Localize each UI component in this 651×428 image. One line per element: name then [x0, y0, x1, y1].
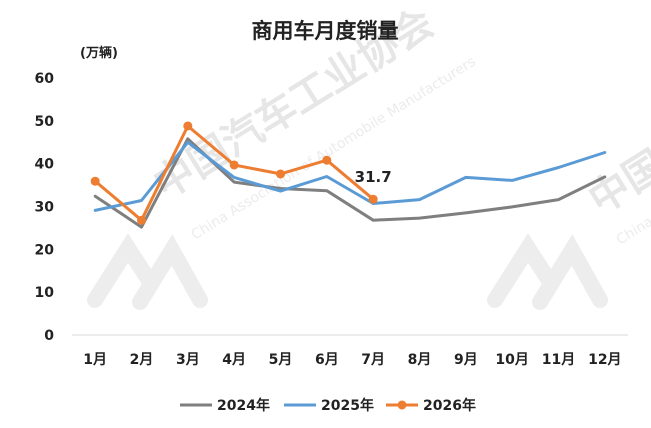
- y-axis-unit-label: (万辆): [80, 45, 118, 61]
- data-point: [137, 215, 146, 225]
- legend-label: 2025年: [321, 397, 374, 414]
- series-markers: [90, 121, 378, 225]
- y-tick-label: 20: [35, 242, 55, 258]
- watermark-logo-icon: [87, 233, 608, 310]
- data-point: [90, 176, 100, 186]
- legend-label: 2026年: [423, 397, 476, 414]
- y-tick-label: 50: [35, 114, 55, 130]
- data-point: [183, 121, 193, 131]
- legend-label: 2024年: [217, 397, 270, 414]
- data-point: [229, 160, 239, 170]
- x-tick-label: 12月: [588, 352, 621, 368]
- watermark-main-text-right: 中国汽车工业协会: [581, 15, 651, 224]
- data-point: [368, 194, 378, 204]
- x-tick-label: 5月: [269, 352, 293, 368]
- series-line-2025年: [93, 140, 607, 212]
- chart-title: 商用车月度销量: [252, 19, 399, 43]
- y-axis-ticks: 0 10 20 30 40 50 60: [35, 71, 55, 344]
- x-tick-label: 10月: [495, 352, 528, 368]
- x-tick-label: 11月: [542, 352, 575, 368]
- x-tick-label: 3月: [176, 352, 200, 368]
- x-tick-label: 4月: [222, 352, 246, 368]
- y-tick-label: 30: [35, 200, 55, 216]
- watermark: 中国汽车工业协会 China Association of Automobile…: [87, 0, 651, 310]
- x-tick-label: 1月: [83, 352, 107, 368]
- y-tick-label: 60: [35, 71, 55, 87]
- y-tick-label: 0: [44, 328, 54, 344]
- data-point: [276, 169, 285, 179]
- y-tick-label: 10: [35, 285, 55, 301]
- data-annotations: 31.7: [355, 168, 392, 186]
- x-tick-label: 8月: [408, 352, 432, 368]
- x-tick-label: 7月: [361, 352, 385, 368]
- x-axis-ticks: 1月 2月 3月 4月 5月 6月 7月 8月 9月 10月 11月 12月: [83, 352, 621, 368]
- data-label: 31.7: [355, 168, 392, 186]
- legend: 2024年 2025年 2026年: [180, 397, 476, 414]
- legend-marker: [397, 400, 407, 410]
- x-tick-label: 6月: [315, 352, 339, 368]
- x-tick-label: 9月: [454, 352, 478, 368]
- data-point: [322, 155, 332, 165]
- x-tick-label: 2月: [130, 352, 154, 368]
- y-tick-label: 40: [35, 157, 55, 173]
